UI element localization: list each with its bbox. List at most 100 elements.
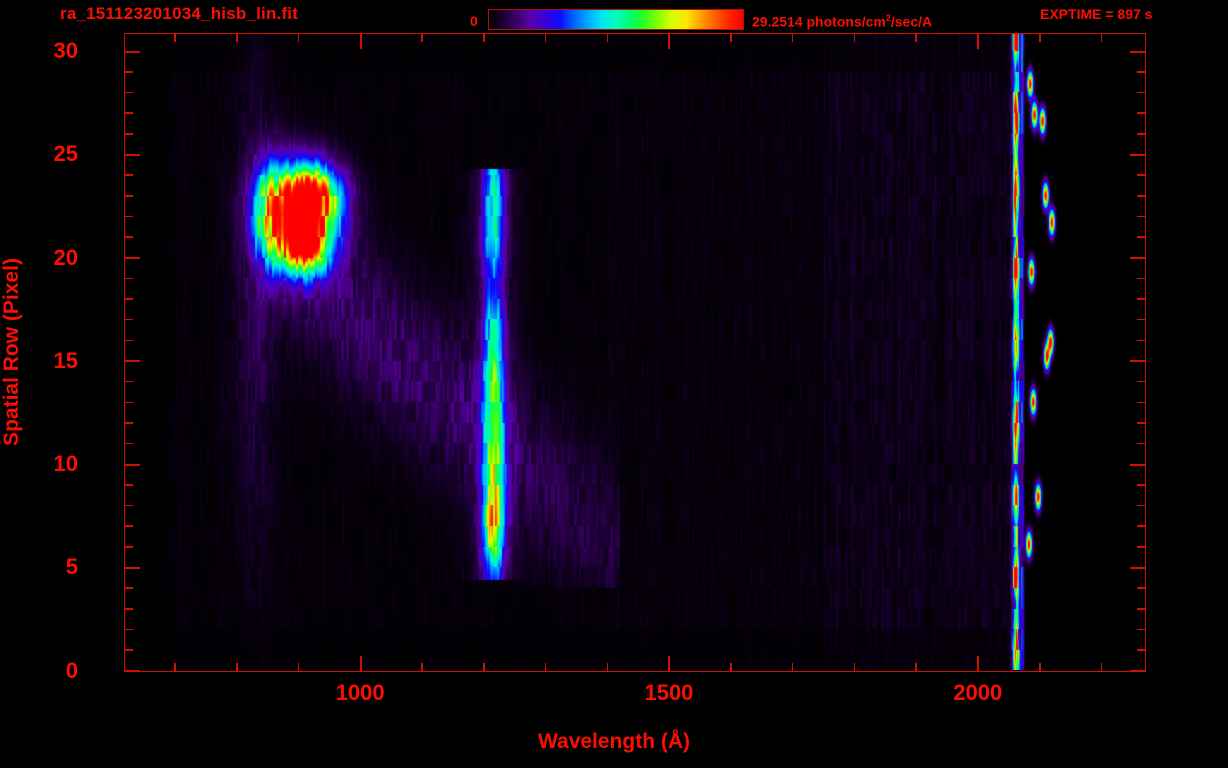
x-tick-900: [297, 663, 300, 671]
x-tick-top-1500: [668, 34, 671, 49]
y-tick-right-10: [1130, 463, 1145, 466]
x-tick-800: [236, 663, 238, 671]
y-tick-right-24: [1137, 174, 1145, 176]
colorbar-min-label: 0: [470, 13, 478, 29]
colorbar-max-value: 29.2514: [752, 13, 803, 30]
y-tick-label-10: 10: [53, 451, 78, 476]
x-tick-top-1700: [791, 34, 794, 42]
y-tick-19: [125, 277, 133, 280]
y-tick-right-19: [1137, 277, 1145, 280]
y-tick-right-8: [1137, 504, 1145, 507]
x-tick-top-700: [174, 34, 176, 42]
x-tick-1100: [421, 663, 423, 671]
y-tick-16: [125, 339, 133, 342]
y-tick-12: [125, 422, 133, 424]
x-tick-1000: [359, 656, 362, 671]
y-tick-right-5: [1130, 566, 1145, 569]
y-tick-label-5: 5: [65, 554, 78, 580]
x-tick-label-1500: 1500: [644, 680, 694, 705]
y-tick-21: [125, 236, 133, 238]
y-tick-3: [125, 608, 133, 610]
x-tick-1700: [791, 663, 794, 671]
x-tick-1400: [606, 663, 609, 671]
y-tick-right-29: [1137, 71, 1145, 73]
x-tick-1200: [483, 663, 485, 671]
y-tick-right-23: [1137, 195, 1145, 197]
x-tick-top-1900: [915, 34, 917, 42]
heatmap-canvas: [125, 34, 1144, 670]
y-tick-right-18: [1137, 298, 1145, 300]
plot-frame: [124, 33, 1146, 672]
y-tick-right-4: [1137, 587, 1145, 589]
y-tick-11: [125, 442, 133, 445]
x-tick-2000: [977, 656, 980, 671]
x-tick-label-1000: 1000: [335, 680, 385, 705]
y-tick-label-30: 30: [53, 38, 78, 64]
y-tick-label-25: 25: [53, 141, 78, 167]
colorbar-units-tail: /sec/A: [890, 13, 933, 30]
y-tick-5: [125, 566, 140, 569]
y-tick-right-17: [1137, 318, 1145, 321]
y-tick-right-15: [1130, 360, 1145, 363]
y-tick-right-9: [1137, 484, 1145, 486]
exposure-time-label: EXPTIME = 897 s: [1040, 6, 1153, 22]
y-tick-right-6: [1137, 546, 1145, 548]
y-tick-22: [125, 215, 133, 218]
y-tick-right-30: [1130, 50, 1145, 53]
y-tick-0: [125, 670, 140, 671]
y-tick-label-0: 0: [65, 657, 78, 683]
heatmap-image: [125, 34, 1145, 671]
y-tick-8: [125, 504, 133, 507]
y-tick-20: [125, 257, 140, 259]
colorbar-units-exponent: 2: [885, 13, 891, 23]
x-tick-top-2000: [977, 34, 980, 49]
y-tick-13: [125, 401, 133, 404]
x-tick-1600: [730, 663, 732, 671]
y-tick-30: [125, 50, 140, 53]
x-tick-label-2000: 2000: [953, 680, 1003, 705]
x-tick-top-1000: [359, 34, 362, 49]
y-tick-23: [125, 195, 133, 197]
x-tick-top-900: [297, 34, 300, 42]
x-axis-title: Wavelength (Å): [537, 730, 691, 753]
y-tick-27: [125, 112, 133, 114]
x-tick-1900: [915, 663, 917, 671]
y-tick-right-25: [1130, 153, 1145, 156]
y-tick-9: [125, 484, 133, 486]
x-tick-top-2200: [1100, 34, 1103, 42]
x-tick-top-1200: [483, 34, 485, 42]
y-tick-7: [125, 525, 133, 527]
y-tick-label-15: 15: [53, 347, 78, 373]
y-tick-right-3: [1137, 608, 1145, 610]
y-tick-right-11: [1137, 442, 1145, 445]
y-tick-right-13: [1137, 401, 1145, 404]
y-tick-18: [125, 298, 133, 300]
y-tick-29: [125, 71, 133, 73]
x-tick-1300: [544, 663, 547, 671]
y-tick-26: [125, 133, 133, 135]
y-tick-28: [125, 91, 133, 94]
y-tick-right-12: [1137, 422, 1145, 424]
colorbar-max-label: 29.2514 photons/cm2/sec/A: [752, 13, 932, 30]
x-tick-top-800: [236, 34, 238, 42]
x-tick-1500: [668, 656, 671, 671]
y-tick-right-28: [1137, 91, 1145, 94]
colorbar-gradient: [488, 9, 744, 30]
y-tick-right-22: [1137, 215, 1145, 218]
y-tick-2: [125, 628, 133, 631]
x-tick-top-1400: [606, 34, 609, 42]
x-tick-top-1100: [421, 34, 423, 42]
x-tick-top-1300: [544, 34, 547, 42]
y-tick-right-21: [1137, 236, 1145, 238]
x-tick-top-1800: [853, 34, 856, 42]
x-tick-2100: [1039, 663, 1041, 671]
x-tick-1800: [853, 663, 856, 671]
y-tick-6: [125, 546, 133, 548]
y-tick-4: [125, 587, 133, 589]
page-title: ra_151123201034_hisb_lin.fit: [60, 4, 299, 23]
y-tick-right-27: [1137, 112, 1145, 114]
y-tick-label-20: 20: [53, 244, 78, 270]
y-tick-25: [125, 153, 140, 156]
x-tick-700: [174, 663, 176, 671]
y-tick-right-1: [1137, 649, 1145, 651]
